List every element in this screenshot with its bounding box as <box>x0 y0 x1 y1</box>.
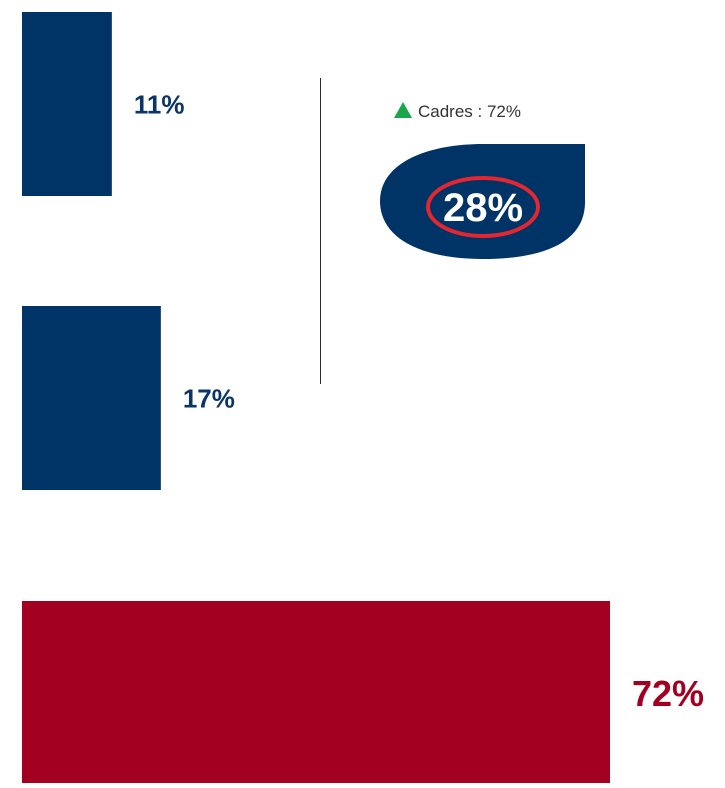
callout-caption-text: Cadres : 72% <box>418 102 521 121</box>
divider-line <box>320 78 321 384</box>
bar-2-value-label: 17% <box>183 383 235 413</box>
badge-ring <box>426 176 540 238</box>
callout-caption: Cadres : 72% <box>394 102 521 122</box>
up-triangle-icon <box>394 102 412 118</box>
badge: 28% <box>380 144 585 259</box>
callout: Cadres : 72% 28% <box>380 100 590 260</box>
badge-shape <box>380 144 585 259</box>
badge-value: 28% <box>443 186 523 230</box>
bar-3 <box>22 601 610 785</box>
bar-3-value-label: 72% <box>632 673 704 714</box>
bar-1 <box>22 12 112 196</box>
bar-2 <box>22 306 161 490</box>
bar-1-value-label: 11% <box>134 89 185 119</box>
